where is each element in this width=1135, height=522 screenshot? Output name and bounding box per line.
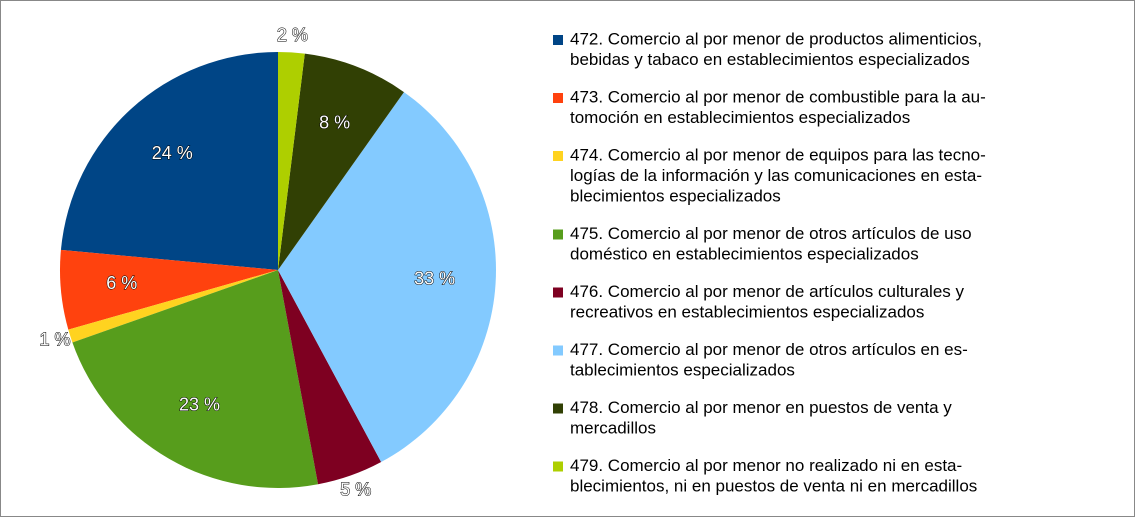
slice-label: 33 %	[414, 268, 455, 288]
legend-label: 475. Comercio al por menor de otros artí…	[570, 224, 972, 243]
pie-slice	[278, 53, 404, 270]
legend-label: blecimientos, ni en puestos de venta ni …	[570, 476, 977, 495]
legend-swatch	[553, 35, 563, 45]
slice-label: 8 %	[319, 112, 350, 132]
legend-label: bebidas y tabaco en establecimientos esp…	[570, 50, 970, 69]
legend-swatch	[553, 461, 563, 472]
legend-swatch	[553, 403, 563, 414]
slice-label: 2 %	[277, 25, 308, 45]
pie-slice	[278, 92, 497, 463]
slice-label: 24 %	[152, 143, 193, 163]
legend-swatch	[553, 151, 563, 161]
legend-label: blecimientos especializados	[570, 186, 781, 205]
legend-label: recreativos en establecimientos especial…	[570, 302, 924, 321]
legend-label: 473. Comercio al por menor de combustibl…	[570, 87, 986, 106]
legend-swatch	[553, 287, 563, 298]
legend-label: 477. Comercio al por menor de otros artí…	[570, 340, 968, 359]
pie-slice	[68, 270, 278, 343]
pie-slice	[60, 52, 279, 270]
pie-slice	[278, 270, 382, 485]
slice-label: 5 %	[340, 479, 371, 499]
legend-label: 476. Comercio al por menor de artículos …	[570, 282, 965, 301]
slice-label: 1 %	[39, 330, 70, 350]
legend-label: tablecimientos especializados	[570, 360, 795, 379]
legend-label: 474. Comercio al por menor de equipos pa…	[570, 145, 986, 164]
legend-label: doméstico en establecimientos especializ…	[570, 244, 919, 263]
legend-label: mercadillos	[570, 418, 656, 437]
pie-slice	[60, 249, 278, 330]
slice-label: 23 %	[179, 395, 220, 415]
legend-label: 479. Comercio al por menor no realizado …	[570, 456, 962, 475]
legend-label: logías de la información y las comunicac…	[570, 166, 982, 185]
pie-slice	[278, 52, 305, 270]
legend-label: 472. Comercio al por menor de productos …	[570, 29, 982, 48]
legend-swatch	[553, 345, 563, 356]
legend-swatch	[553, 229, 563, 240]
legend-label: tomoción en establecimientos especializa…	[570, 108, 910, 127]
legend-swatch	[553, 93, 563, 103]
slice-label: 6 %	[106, 273, 137, 293]
pie-slice	[72, 270, 319, 488]
legend-label: 478. Comercio al por menor en puestos de…	[570, 398, 952, 417]
